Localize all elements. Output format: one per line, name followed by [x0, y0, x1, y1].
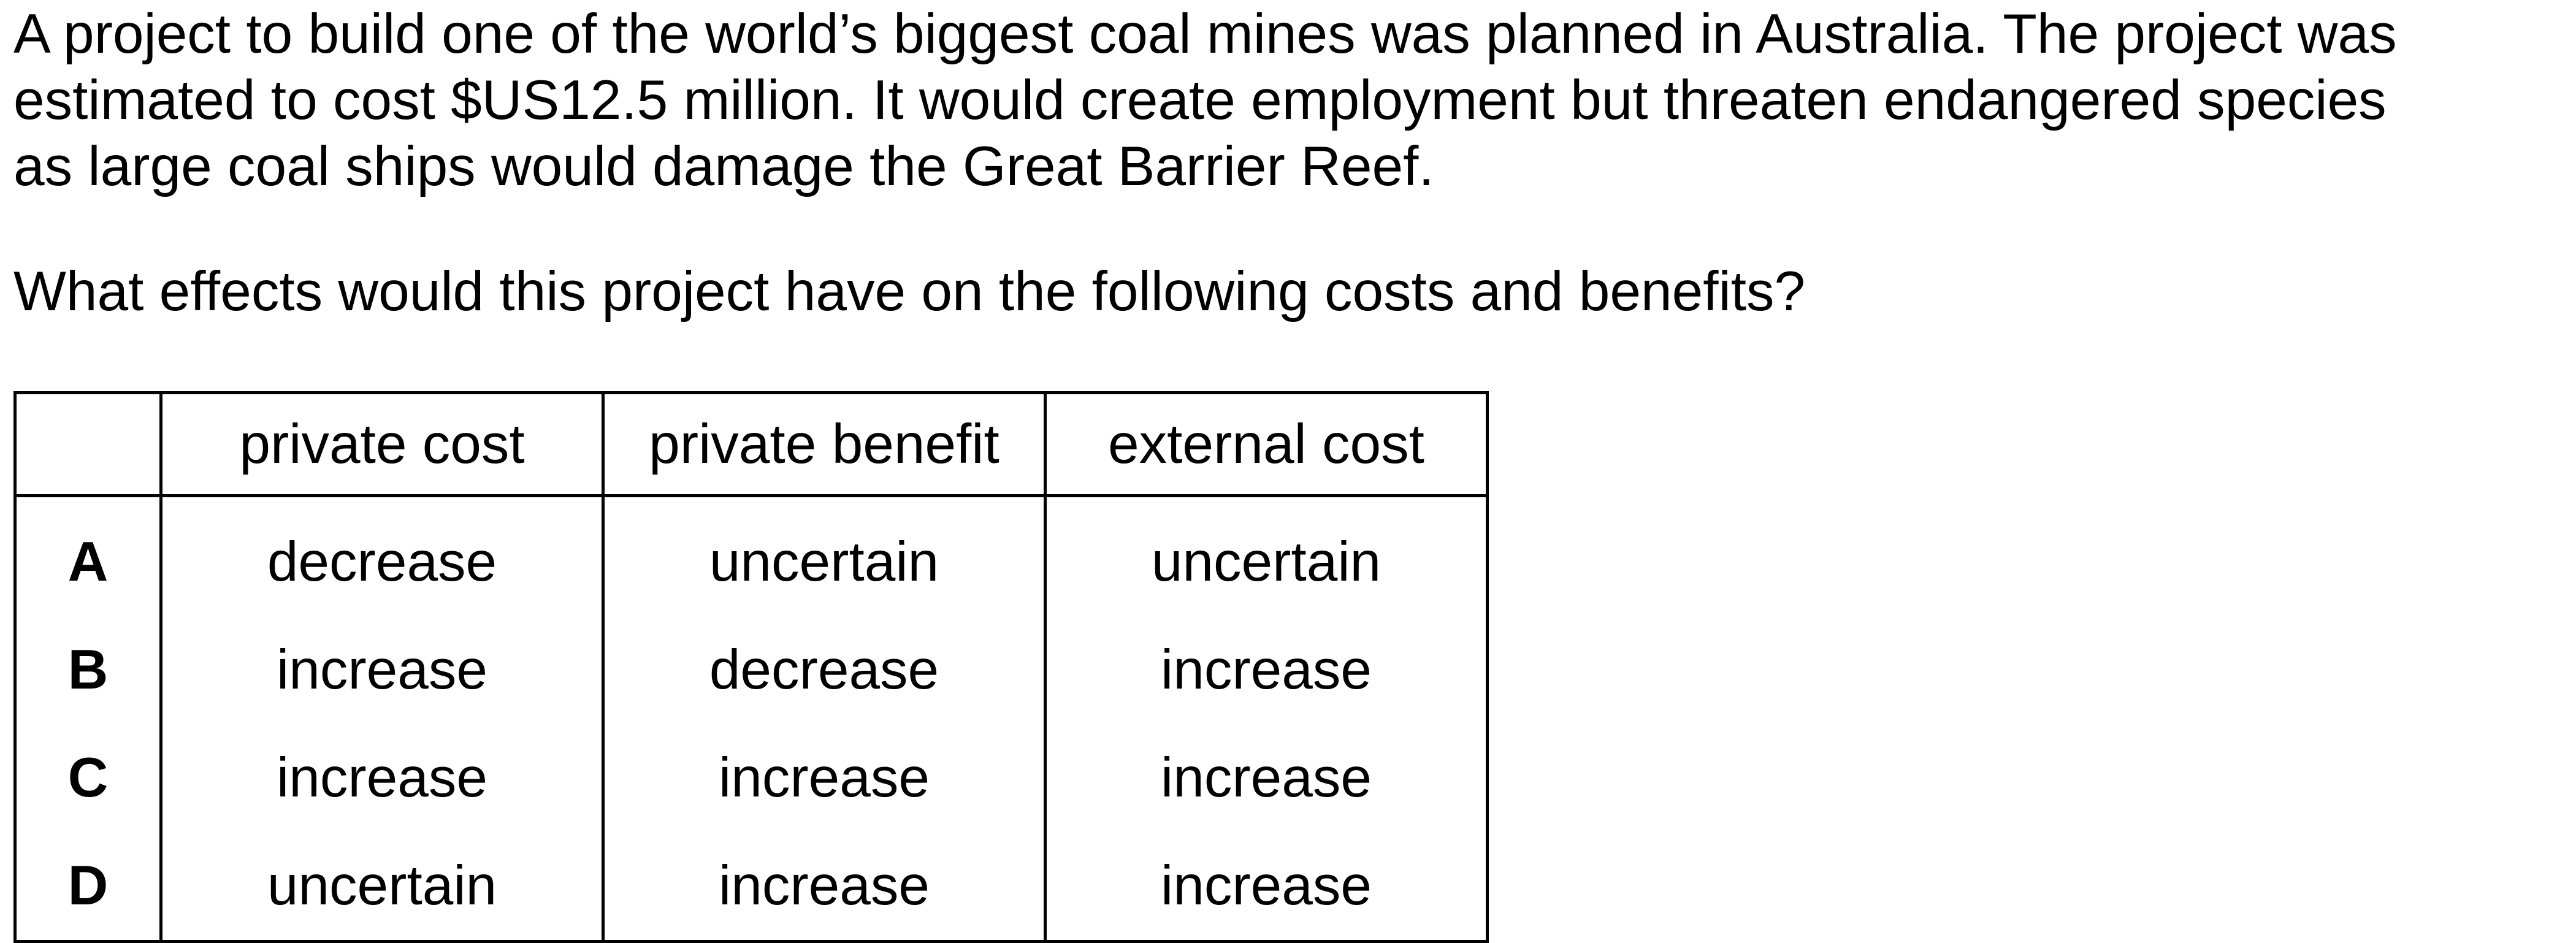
cell-private-cost: uncertain — [159, 832, 605, 943]
table-header-row: private cost private benefit external co… — [13, 391, 1489, 497]
question-prompt: What effects would this project have on … — [13, 261, 1806, 323]
passage-line: as large coal ships would damage the Gre… — [13, 136, 1434, 197]
cell-private-benefit: decrease — [602, 616, 1047, 724]
answer-options-table: private cost private benefit external co… — [13, 391, 1489, 943]
cell-private-benefit: uncertain — [602, 495, 1047, 616]
passage-line: estimated to cost $US12.5 million. It wo… — [13, 69, 2387, 131]
cell-external-cost: increase — [1044, 832, 1489, 943]
passage-line: A project to build one of the world’s bi… — [13, 3, 2397, 65]
header-private-benefit: private benefit — [602, 391, 1047, 497]
table-row[interactable]: A decrease uncertain uncertain — [13, 495, 1489, 616]
cell-private-cost: increase — [159, 616, 605, 724]
cell-external-cost: increase — [1044, 616, 1489, 724]
cell-external-cost: increase — [1044, 724, 1489, 832]
table-row[interactable]: B increase decrease increase — [13, 616, 1489, 724]
cell-private-cost: decrease — [159, 495, 605, 616]
cell-private-benefit: increase — [602, 832, 1047, 943]
option-letter: D — [13, 832, 162, 943]
option-letter: C — [13, 724, 162, 832]
option-letter: A — [13, 495, 162, 616]
cell-private-cost: increase — [159, 724, 605, 832]
header-blank — [13, 391, 162, 497]
header-external-cost: external cost — [1044, 391, 1489, 497]
option-letter: B — [13, 616, 162, 724]
header-private-cost: private cost — [159, 391, 605, 497]
question-passage: A project to build one of the world’s bi… — [13, 1, 2558, 200]
table-row[interactable]: C increase increase increase — [13, 724, 1489, 832]
table-row[interactable]: D uncertain increase increase — [13, 832, 1489, 943]
cell-private-benefit: increase — [602, 724, 1047, 832]
cell-external-cost: uncertain — [1044, 495, 1489, 616]
